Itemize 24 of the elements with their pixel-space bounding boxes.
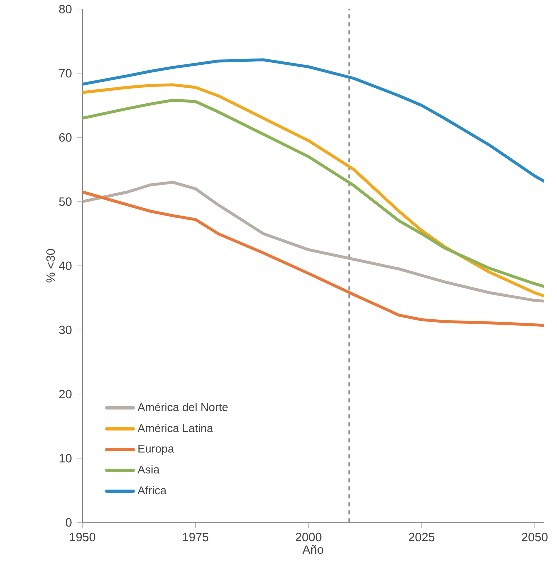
y-tick-label: 0	[66, 518, 72, 527]
y-tick-label: 50	[59, 198, 72, 206]
line-series	[82, 181, 544, 303]
y-tick-label: 20	[60, 390, 72, 399]
x-tick-label: 1975	[183, 533, 209, 542]
legend-label: Africa	[138, 486, 167, 495]
x-tick-label: 2025	[409, 533, 435, 542]
legend-label: Asia	[138, 465, 160, 474]
line-series	[82, 58, 544, 183]
legend-label: América del Norte	[138, 402, 228, 412]
legend-label: América Latina	[138, 424, 214, 432]
y-tick-label: 60	[60, 133, 72, 142]
y-axis-title: % <30	[46, 249, 56, 283]
y-tick-label: 30	[59, 326, 72, 334]
x-tick-label: 1950	[70, 533, 96, 542]
legend-label: Europa	[138, 444, 174, 456]
x-tick-label: 2000	[296, 533, 322, 542]
y-tick-label: 80	[59, 5, 72, 14]
x-tick-label: 2050	[522, 533, 548, 542]
y-tick-label: 10	[60, 454, 72, 463]
y-tick-label: 70	[60, 69, 72, 78]
y-tick-label: 40	[59, 262, 72, 270]
line-series	[82, 190, 544, 328]
x-axis-title: Año	[302, 545, 324, 554]
